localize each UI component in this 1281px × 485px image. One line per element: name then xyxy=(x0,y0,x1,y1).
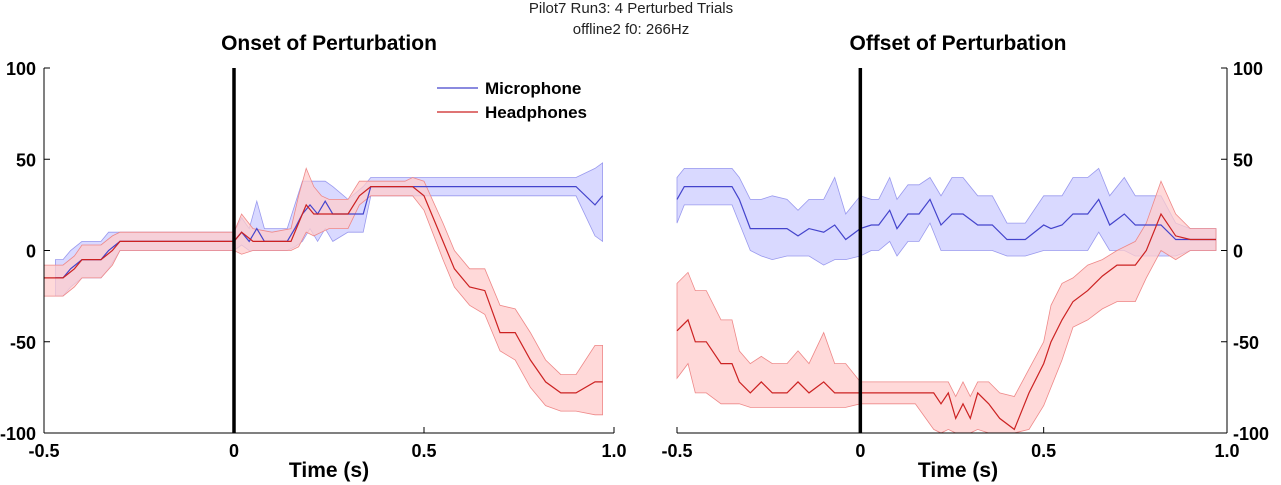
suptitle-line2: offline2 f0: 266Hz xyxy=(573,21,689,38)
offset-xtick-label: 0 xyxy=(855,441,865,461)
offset-xtick-label: 0.5 xyxy=(1031,441,1056,461)
suptitle-line1: Pilot7 Run3: 4 Perturbed Trials xyxy=(529,0,733,17)
onset-ytick-label: -100 xyxy=(0,424,36,444)
legend-microphone-label: Microphone xyxy=(485,79,581,98)
offset-ytick-label: -50 xyxy=(1233,333,1259,353)
onset-plot-area: -0.5 0 0.5 1.0 -100 -50 0 50 100 xyxy=(0,59,627,461)
onset-xtick-label: -0.5 xyxy=(28,441,59,461)
onset-xtick-label: 0 xyxy=(229,441,239,461)
onset-ytick-label: 50 xyxy=(16,150,36,170)
onset-xtick-label: 0.5 xyxy=(411,441,436,461)
offset-microphone-line xyxy=(676,186,1216,241)
offset-headphones-line xyxy=(676,212,1216,431)
offset-panel-title: Offset of Perturbation xyxy=(849,32,1066,55)
offset-headphones-band xyxy=(676,180,1217,434)
onset-xlabel: Time (s) xyxy=(289,459,369,482)
legend: Microphone Headphones xyxy=(437,79,587,122)
onset-ytick-label: 0 xyxy=(26,242,36,262)
onset-headphones-band xyxy=(43,167,603,416)
onset-headphones-line xyxy=(44,186,603,394)
offset-ytick-label: -100 xyxy=(1233,424,1269,444)
offset-plot-area: -0.5 0 0.5 1.0-100 -50 0 50 100 xyxy=(661,59,1269,461)
onset-ytick-label: 100 xyxy=(6,59,36,79)
onset-panel-title: Onset of Perturbation xyxy=(221,32,437,55)
offset-xlabel: Time (s) xyxy=(918,459,998,482)
offset-ytick-label: 100 xyxy=(1233,59,1263,79)
onset-microphone-band xyxy=(55,162,603,297)
offset-ytick-label: 50 xyxy=(1233,150,1253,170)
offset-ytick-label: 0 xyxy=(1233,242,1243,262)
onset-panel: Onset of Perturbation Time (s) -0.5 0 0.5 1… xyxy=(0,32,627,482)
offset-panel: Offset of Perturbation Time (s) -0.5 0 0.5… xyxy=(661,32,1269,482)
onset-ytick-label: -50 xyxy=(10,333,36,353)
onset-xtick-label: 1.0 xyxy=(601,441,626,461)
offset-xtick-label: 1.0 xyxy=(1214,441,1239,461)
offset-xtick-label: -0.5 xyxy=(661,441,692,461)
legend-headphones-label: Headphones xyxy=(485,103,587,122)
